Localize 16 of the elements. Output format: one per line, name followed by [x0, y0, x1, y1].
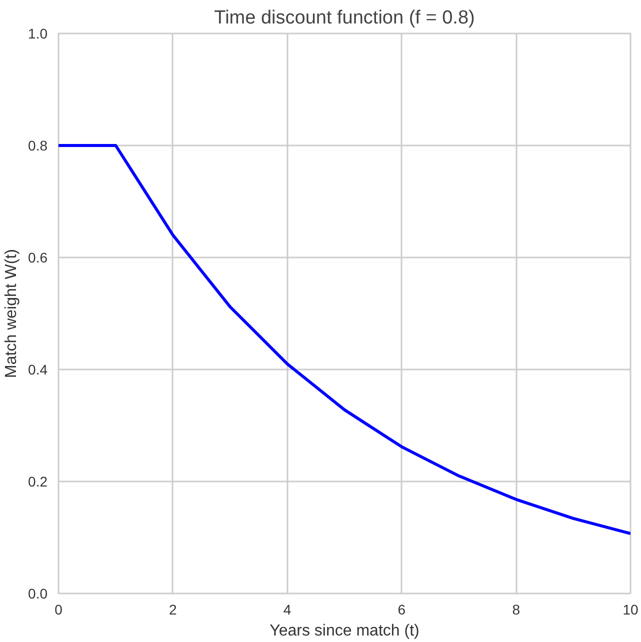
y-axis-title: Match weight W(t): [3, 249, 20, 378]
x-tick-label: 6: [398, 602, 406, 618]
y-tick-label: 0.0: [28, 586, 48, 602]
x-tick-label: 2: [169, 602, 178, 618]
y-tick-label: 0.4: [28, 362, 48, 378]
x-tick-label: 8: [512, 602, 520, 618]
x-tick-label: 4: [283, 602, 292, 618]
y-tick-label: 0.8: [28, 138, 48, 154]
y-tick-label: 1.0: [28, 26, 48, 42]
chart-title: Time discount function (f = 0.8): [214, 8, 475, 28]
x-tick-label: 10: [622, 602, 638, 618]
x-tick-label: 0: [54, 602, 63, 618]
y-tick-label: 0.2: [28, 474, 48, 490]
y-tick-label: 0.6: [28, 250, 48, 266]
x-axis-title: Years since match (t): [270, 622, 420, 640]
line-series: [58, 144, 630, 536]
